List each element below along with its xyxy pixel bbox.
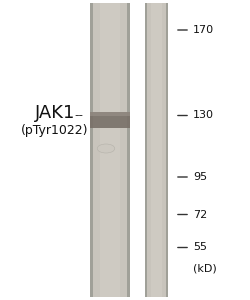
Ellipse shape — [97, 144, 115, 153]
Text: --: -- — [74, 109, 83, 122]
Bar — [90, 112, 130, 128]
Text: 72: 72 — [193, 209, 207, 220]
Bar — [90, 112, 130, 116]
Text: 170: 170 — [193, 25, 214, 35]
Text: (pTyr1022): (pTyr1022) — [21, 124, 89, 137]
Bar — [90, 3, 130, 297]
Bar — [166, 3, 168, 297]
Bar — [145, 3, 147, 297]
Text: 55: 55 — [193, 242, 207, 253]
Text: JAK1: JAK1 — [35, 103, 75, 122]
Bar — [127, 3, 130, 297]
Bar — [90, 3, 93, 297]
Bar — [145, 3, 168, 297]
Text: 130: 130 — [193, 110, 214, 121]
Text: 95: 95 — [193, 172, 207, 182]
Bar — [100, 3, 120, 297]
Bar — [151, 3, 162, 297]
Text: (kD): (kD) — [193, 263, 217, 274]
